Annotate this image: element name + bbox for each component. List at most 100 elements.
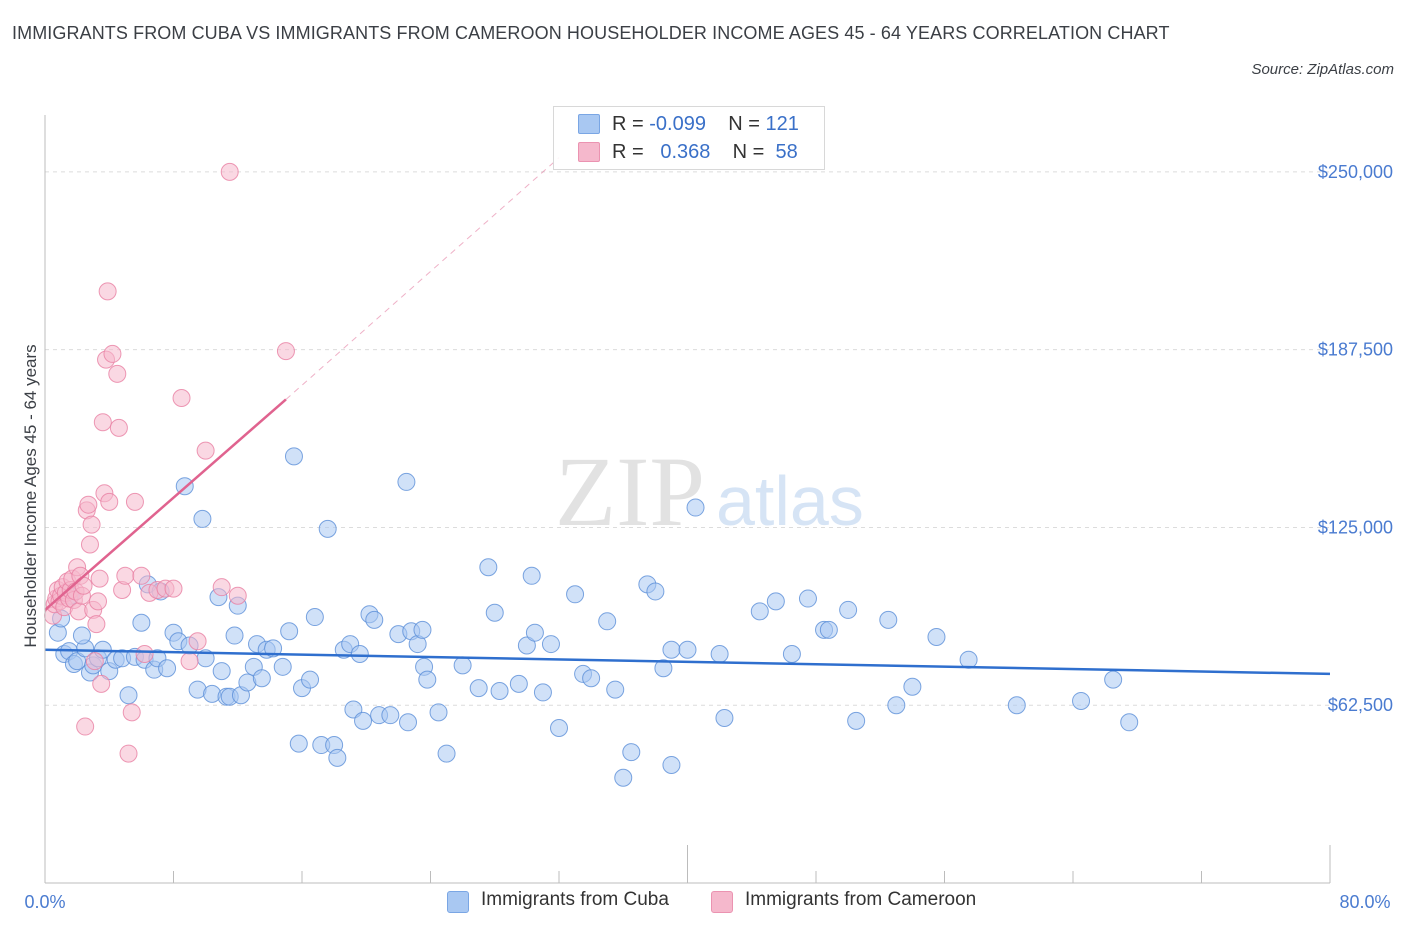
cameroon-point xyxy=(188,632,207,651)
cuba-point xyxy=(517,636,536,655)
cuba-point xyxy=(1120,713,1139,732)
watermark-atlas: atlas xyxy=(716,462,864,540)
cameroon-point xyxy=(276,342,295,361)
y-tick-label: $62,500 xyxy=(1328,695,1393,715)
cuba-point xyxy=(193,509,212,528)
cameroon-point xyxy=(108,364,127,383)
cuba-point xyxy=(782,645,801,664)
cuba-point xyxy=(614,768,633,787)
watermark-zip: ZIP xyxy=(555,436,705,547)
cuba-point xyxy=(646,582,665,601)
legend-r-value-cuba: -0.099 xyxy=(649,113,706,135)
y-tick-label: $250,000 xyxy=(1318,162,1393,182)
points-layer xyxy=(44,162,1139,787)
legend-r-value-cameroon: 0.368 xyxy=(660,141,711,163)
cuba-point xyxy=(485,603,504,622)
cuba-point xyxy=(1072,691,1091,710)
cuba-point xyxy=(365,610,384,629)
cameroon-point xyxy=(79,495,98,514)
bottom-legend-label-cameroon: Immigrants from Cameroon xyxy=(745,889,977,910)
cuba-point xyxy=(525,623,544,642)
legend-r-label: R = xyxy=(612,113,644,135)
cuba-point xyxy=(437,744,456,763)
trend-lines xyxy=(44,157,1331,676)
cuba-point xyxy=(678,640,697,659)
cameroon-point xyxy=(122,703,141,722)
cuba-point xyxy=(429,703,448,722)
cuba-point xyxy=(354,711,373,730)
cameroon-point xyxy=(180,652,199,671)
stats-legend: R = -0.099 N = 121 R = 0.368 N = 58 xyxy=(553,106,825,170)
cuba-point xyxy=(766,592,785,611)
cameroon-point xyxy=(164,579,183,598)
cameroon-point xyxy=(100,492,119,511)
cuba-point xyxy=(264,639,283,658)
cuba-point xyxy=(328,748,347,767)
cuba-point xyxy=(798,589,817,608)
cuba-point xyxy=(715,709,734,728)
cameroon-point xyxy=(85,652,104,671)
cuba-point xyxy=(119,686,138,705)
cuba-point xyxy=(413,620,432,639)
cuba-point xyxy=(550,718,568,737)
cameroon-point xyxy=(125,492,144,511)
bottom-legend-cuba: Immigrants from Cuba xyxy=(447,888,697,916)
legend-r-label: R = xyxy=(612,141,644,163)
cuba-point xyxy=(654,659,673,678)
cameroon-point xyxy=(228,586,247,605)
legend-swatch-cameroon xyxy=(578,142,600,162)
cameroon-point xyxy=(109,418,128,437)
bottom-legend-swatch-cuba xyxy=(447,891,469,913)
cuba-point xyxy=(284,447,303,466)
cameroon-point xyxy=(119,744,138,763)
cuba-point xyxy=(686,498,705,517)
cuba-point xyxy=(252,669,271,688)
cameroon-trend-extension xyxy=(285,157,560,400)
cameroon-point xyxy=(93,413,112,432)
grid-lines xyxy=(45,171,1330,706)
cuba-point xyxy=(301,670,320,689)
cameroon-point xyxy=(132,566,151,585)
chart-title: IMMIGRANTS FROM CUBA VS IMMIGRANTS FROM … xyxy=(12,23,1170,43)
cuba-point xyxy=(959,650,978,669)
cuba-point xyxy=(225,626,244,645)
cuba-point xyxy=(318,519,337,538)
cuba-point xyxy=(273,657,292,676)
cameroon-point xyxy=(92,674,111,693)
cameroon-point xyxy=(172,389,191,408)
cuba-point xyxy=(662,755,681,774)
cuba-point xyxy=(132,613,151,632)
cuba-point xyxy=(710,645,729,664)
cameroon-point xyxy=(87,615,106,634)
cuba-point xyxy=(522,566,541,585)
cameroon-point xyxy=(82,515,101,534)
cameroon-point xyxy=(98,282,117,301)
legend-swatch-cuba xyxy=(578,114,600,134)
cuba-point xyxy=(381,706,400,725)
cameroon-point xyxy=(196,441,215,460)
bottom-legend-cameroon: Immigrants from Cameroon xyxy=(711,888,1011,916)
cuba-point xyxy=(509,674,528,693)
y-tick-label: $187,500 xyxy=(1318,340,1393,360)
cameroon-point xyxy=(80,535,99,554)
source-label: Source: ZipAtlas.com xyxy=(1251,61,1394,78)
cuba-point xyxy=(158,659,177,678)
cuba-point xyxy=(887,696,906,715)
cameroon-point xyxy=(135,645,154,664)
cuba-point xyxy=(212,662,231,681)
cuba-point xyxy=(879,610,898,629)
cuba-point xyxy=(662,640,681,659)
cameroon-point xyxy=(90,569,109,588)
cuba-trend-line xyxy=(44,648,1331,676)
cuba-point xyxy=(305,608,324,627)
cuba-point xyxy=(397,472,416,491)
cuba-point xyxy=(1104,670,1123,689)
cuba-point xyxy=(598,612,617,631)
cuba-point xyxy=(750,602,769,621)
x-tick-label: 80.0% xyxy=(1339,892,1390,912)
bottom-legend-label-cuba: Immigrants from Cuba xyxy=(481,889,669,910)
cuba-point xyxy=(289,734,308,753)
cameroon-point xyxy=(212,578,231,597)
cuba-point xyxy=(903,677,922,696)
cuba-point xyxy=(453,656,472,675)
